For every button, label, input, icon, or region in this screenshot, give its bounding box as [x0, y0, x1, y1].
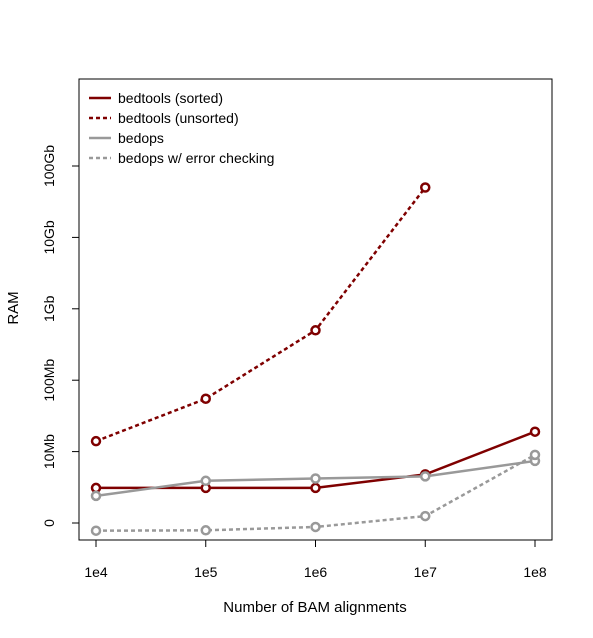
x-tick-label: 1e6 [304, 564, 328, 580]
data-point-bedops-w-error-checking [529, 449, 541, 461]
data-point-bedops-w-error-checking [90, 525, 102, 536]
x-tick-label: 1e4 [84, 564, 108, 580]
data-point-bedtools-unsorted [200, 393, 211, 404]
data-point-bedops-w-error-checking [310, 521, 321, 533]
y-tick-label: 100Mb [41, 359, 57, 402]
legend-label: bedtools (unsorted) [118, 110, 239, 126]
x-tick-label: 1e5 [194, 564, 218, 580]
x-axis-label: Number of BAM alignments [223, 599, 406, 616]
data-point-bedtools-sorted [310, 482, 321, 494]
legend-label: bedops [118, 130, 164, 146]
plot-frame [78, 78, 553, 541]
data-point-bedops-w-error-checking [420, 510, 431, 522]
x-tick-label: 1e7 [414, 564, 438, 580]
y-tick-label: 10Gb [41, 220, 57, 254]
data-point-bedops-w-error-checking [200, 525, 211, 536]
series-line-bedtools-unsorted [95, 186, 427, 443]
data-point-bedops [420, 471, 431, 482]
data-point-bedtools-unsorted [310, 325, 321, 336]
y-tick-label: 10Mb [41, 434, 57, 469]
legend-label: bedops w/ error checking [118, 150, 274, 166]
data-point-bedtools-sorted [529, 426, 541, 437]
y-tick-label: 100Gb [41, 145, 57, 187]
series-layer [90, 182, 541, 536]
data-point-bedtools-unsorted [90, 435, 102, 447]
data-point-bedops [310, 473, 321, 484]
x-tick-label: 1e8 [523, 564, 547, 580]
y-tick-label: 1Gb [41, 295, 57, 322]
y-axis: 0 10Mb 100Mb 1Gb 10Gb 100Gb [41, 145, 80, 527]
data-point-bedops [200, 475, 211, 487]
data-point-bedtools-unsorted [420, 182, 431, 193]
legend: bedtools (sorted) bedtools (unsorted) bedo… [89, 90, 274, 166]
x-axis: 1e4 1e5 1e6 1e7 1e8 [84, 539, 547, 580]
y-axis-label: RAM [5, 291, 22, 324]
y-tick-label: 0 [41, 519, 57, 527]
legend-label: bedtools (sorted) [118, 90, 223, 106]
data-point-bedops [90, 490, 102, 502]
